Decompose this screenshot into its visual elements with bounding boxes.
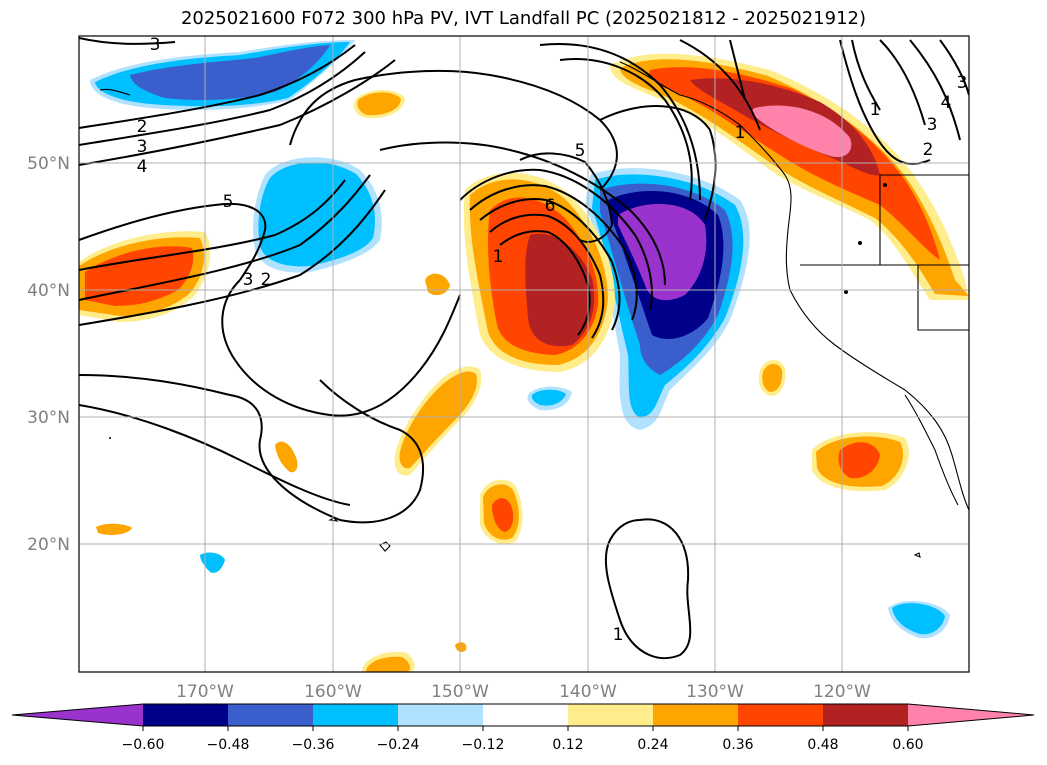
pos-anomaly-baja-red (838, 442, 880, 479)
colorbar: −0.60 −0.48 −0.36 −0.24 −0.12 0.12 0.24 0.36 0.4… (11, 703, 1035, 753)
neg-anomaly-central-lightblue (258, 162, 375, 267)
colorbar-extend-high (908, 704, 1034, 726)
lon-label: 120°W (813, 682, 871, 702)
colorbar-swatch (313, 704, 398, 726)
pos-anomaly-far-west (96, 523, 132, 536)
colorbar-tick-label: 0.24 (637, 737, 668, 753)
pos-anomaly-streak-orange (399, 371, 477, 469)
contour-label: 3 (927, 115, 938, 135)
contour-label: 3 (150, 35, 161, 55)
pos-anomaly-west-red (85, 246, 194, 306)
neg-anomaly-southeast (892, 603, 945, 635)
contour-label: 2 (923, 140, 934, 160)
colorbar-swatch (483, 704, 568, 726)
colorbar-tick-label: −0.48 (207, 737, 250, 753)
contour-label-group: 3 2 3 4 5 5 6 1 3 2 1 1 3 2 4 3 1 (137, 35, 968, 645)
colorbar-swatch (398, 704, 483, 726)
contour-label: 5 (223, 192, 234, 212)
shaded-field (79, 37, 969, 672)
neg-anomaly-north-blue (130, 45, 330, 100)
lat-label: 40°N (27, 281, 70, 301)
pos-anomaly-hawaii-west (275, 441, 298, 473)
colorbar-tick-label: −0.24 (377, 737, 420, 753)
colorbar-swatch (228, 704, 313, 726)
pos-anomaly-tiny (455, 642, 467, 653)
pos-anomaly-coast-orange (620, 59, 969, 296)
colorbar-swatch (738, 704, 823, 726)
colorbar-swatch (568, 704, 653, 726)
lon-label: 150°W (431, 682, 489, 702)
contour-label: 1 (735, 123, 746, 143)
colorbar-extend-low (12, 704, 143, 726)
pos-anomaly-small-central (425, 273, 450, 296)
coastline (99, 61, 969, 558)
map-title: 2025021600 F072 300 hPa PV, IVT Landfall… (180, 8, 867, 29)
contour-label: 5 (575, 141, 586, 161)
neg-anomaly-trough-purple (618, 203, 707, 301)
contour-label: 3 (137, 137, 148, 157)
lon-label: 160°W (304, 682, 362, 702)
latitude-labels: 50°N 40°N 30°N 20°N (27, 154, 70, 555)
lat-label: 30°N (27, 408, 70, 428)
lat-label: 20°N (27, 535, 70, 555)
colorbar-tick-label: 0.36 (722, 737, 753, 753)
graticule (79, 36, 969, 672)
pos-anomaly-sub-red (492, 498, 514, 532)
pos-anomaly-small-north-orange (357, 92, 401, 116)
contour-label: 2 (137, 117, 148, 137)
contour-label: 1 (870, 100, 881, 120)
contour-label: 3 (243, 270, 254, 290)
contour-label: 1 (613, 625, 624, 645)
contour-label: 4 (941, 93, 952, 113)
contour-label: 3 (957, 73, 968, 93)
pv-contours (79, 37, 969, 660)
pos-anomaly-coast-red (649, 67, 940, 260)
colorbar-tick-label: 0.60 (892, 737, 923, 753)
neg-anomaly-far-west (200, 552, 225, 573)
lat-label: 50°N (27, 154, 70, 174)
colorbar-swatch (143, 704, 228, 726)
contour-label: 2 (261, 270, 272, 290)
pos-anomaly-coast-outer (610, 53, 969, 300)
lon-label: 140°W (559, 682, 617, 702)
colorbar-tick-label: −0.60 (122, 737, 165, 753)
lon-label: 130°W (686, 682, 744, 702)
pos-anomaly-bottom (366, 656, 411, 672)
longitude-labels: 170°W 160°W 150°W 140°W 130°W 120°W (176, 682, 871, 702)
contour-label: 6 (545, 196, 556, 216)
contour-label: 4 (137, 157, 148, 177)
colorbar-tick-label: −0.36 (292, 737, 335, 753)
pos-anomaly-coast-pink (752, 105, 852, 158)
colorbar-tick-label: 0.48 (807, 737, 838, 753)
colorbar-swatch (653, 704, 738, 726)
contour-label: 1 (493, 247, 504, 267)
colorbar-tick-label: −0.12 (462, 737, 505, 753)
colorbar-swatch (823, 704, 908, 726)
map-frame (78, 35, 970, 673)
lon-label: 170°W (176, 682, 234, 702)
islands (109, 183, 887, 439)
colorbar-tick-label: 0.12 (552, 737, 583, 753)
pos-anomaly-small-east-orange (762, 363, 783, 392)
neg-anomaly-small-south-lightblue (531, 389, 566, 406)
